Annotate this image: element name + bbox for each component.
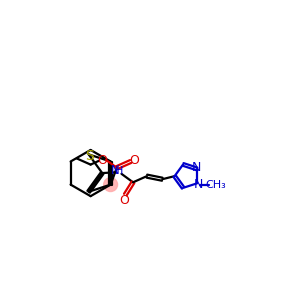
- Text: N: N: [194, 178, 203, 191]
- Text: S: S: [85, 149, 94, 163]
- Circle shape: [104, 178, 118, 191]
- Text: N: N: [192, 161, 202, 174]
- Text: O: O: [97, 154, 107, 167]
- Text: O: O: [130, 154, 140, 167]
- Text: N: N: [111, 164, 120, 177]
- Text: H: H: [115, 166, 123, 176]
- Text: O: O: [120, 194, 130, 206]
- Text: CH₃: CH₃: [206, 180, 226, 190]
